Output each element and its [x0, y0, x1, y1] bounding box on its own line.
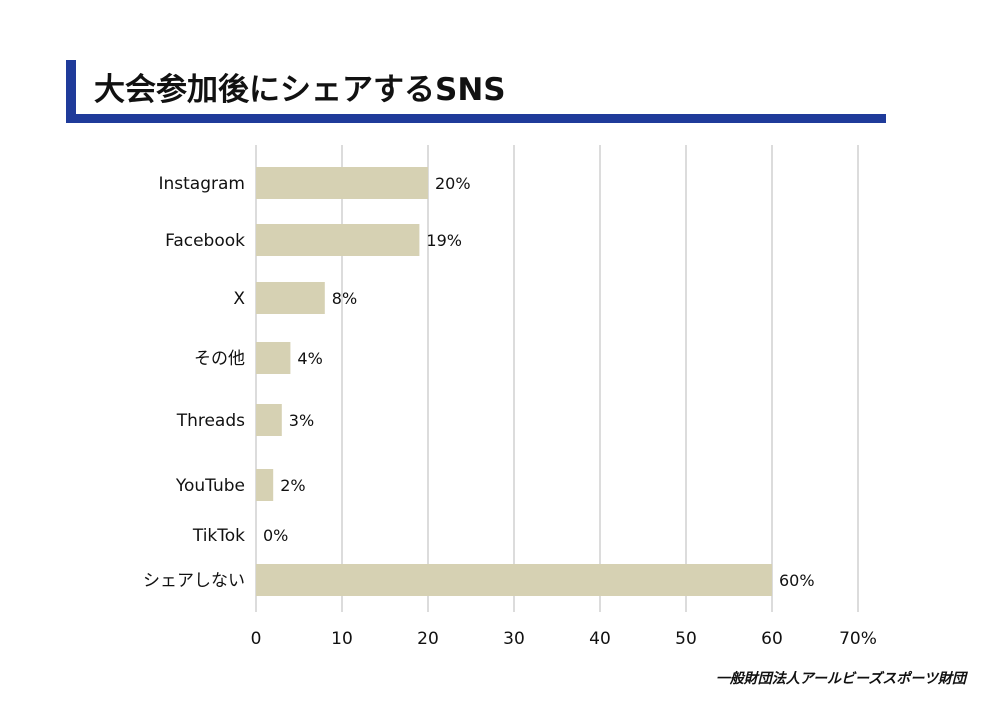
data-label: 60%: [779, 571, 815, 590]
data-label: 4%: [297, 349, 322, 368]
bar: [256, 167, 428, 199]
category-label: YouTube: [175, 476, 245, 496]
bar: [256, 564, 772, 596]
labels: 0 10 20 30 40 50 60 70% Instagram 20% Facebook 19% X…: [143, 174, 877, 649]
x-tick-label: 40: [589, 629, 611, 649]
bar: [256, 469, 274, 501]
category-label: Threads: [176, 411, 245, 431]
bars: [256, 167, 772, 596]
data-label: 0%: [263, 526, 288, 545]
source-credit: 一般財団法人アールビーズスポーツ財団: [715, 671, 966, 687]
category-label: Instagram: [159, 174, 246, 194]
bar: [256, 404, 282, 436]
x-tick-label: 10: [331, 629, 353, 649]
data-label: 2%: [280, 476, 305, 495]
category-label: Facebook: [165, 231, 245, 251]
category-label: X: [233, 289, 245, 309]
title-accent-bar: [66, 60, 76, 122]
category-label: シェアしない: [143, 571, 245, 591]
chart-title: 大会参加後にシェアするSNS: [94, 72, 506, 108]
data-label: 3%: [289, 411, 314, 430]
bar: [256, 342, 291, 374]
x-tick-label: 30: [503, 629, 525, 649]
bar: [256, 224, 420, 256]
data-label: 20%: [435, 174, 471, 193]
data-label: 19%: [426, 231, 462, 250]
grid-lines: [255, 145, 859, 612]
title-underline: [66, 114, 886, 123]
x-tick-label: 0: [251, 629, 262, 649]
x-tick-label: 20: [417, 629, 439, 649]
category-label: TikTok: [192, 526, 245, 546]
x-tick-label: 60: [761, 629, 783, 649]
x-tick-label: 70%: [839, 629, 877, 649]
data-label: 8%: [332, 289, 357, 308]
category-label: その他: [194, 349, 245, 369]
bar: [256, 282, 325, 314]
x-tick-label: 50: [675, 629, 697, 649]
